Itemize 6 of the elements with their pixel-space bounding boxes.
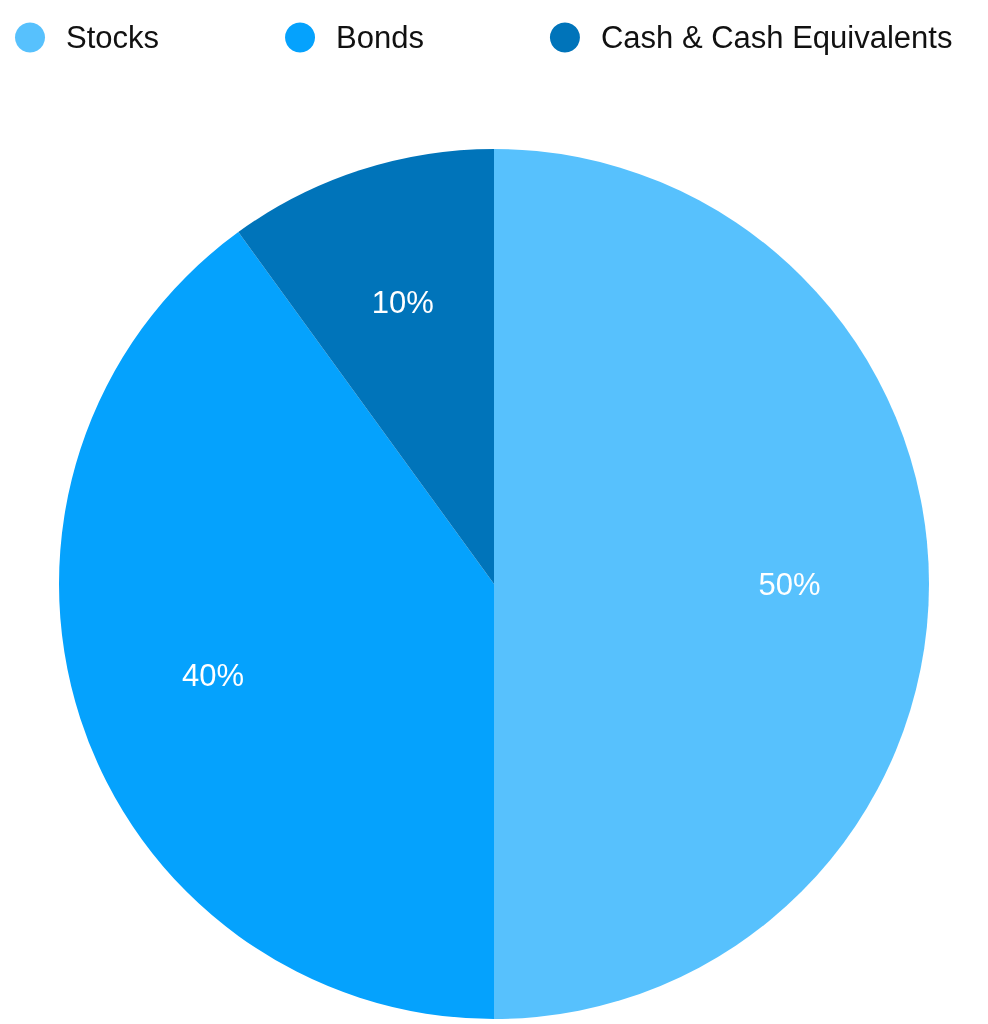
data-label: 50% — [758, 566, 821, 602]
legend-label: Stocks — [66, 20, 160, 55]
data-label: 40% — [181, 657, 245, 693]
legend-label: Bonds — [336, 20, 424, 55]
legend-label: Cash & Cash Equivalents — [600, 20, 953, 55]
data-label: 10% — [371, 285, 434, 321]
